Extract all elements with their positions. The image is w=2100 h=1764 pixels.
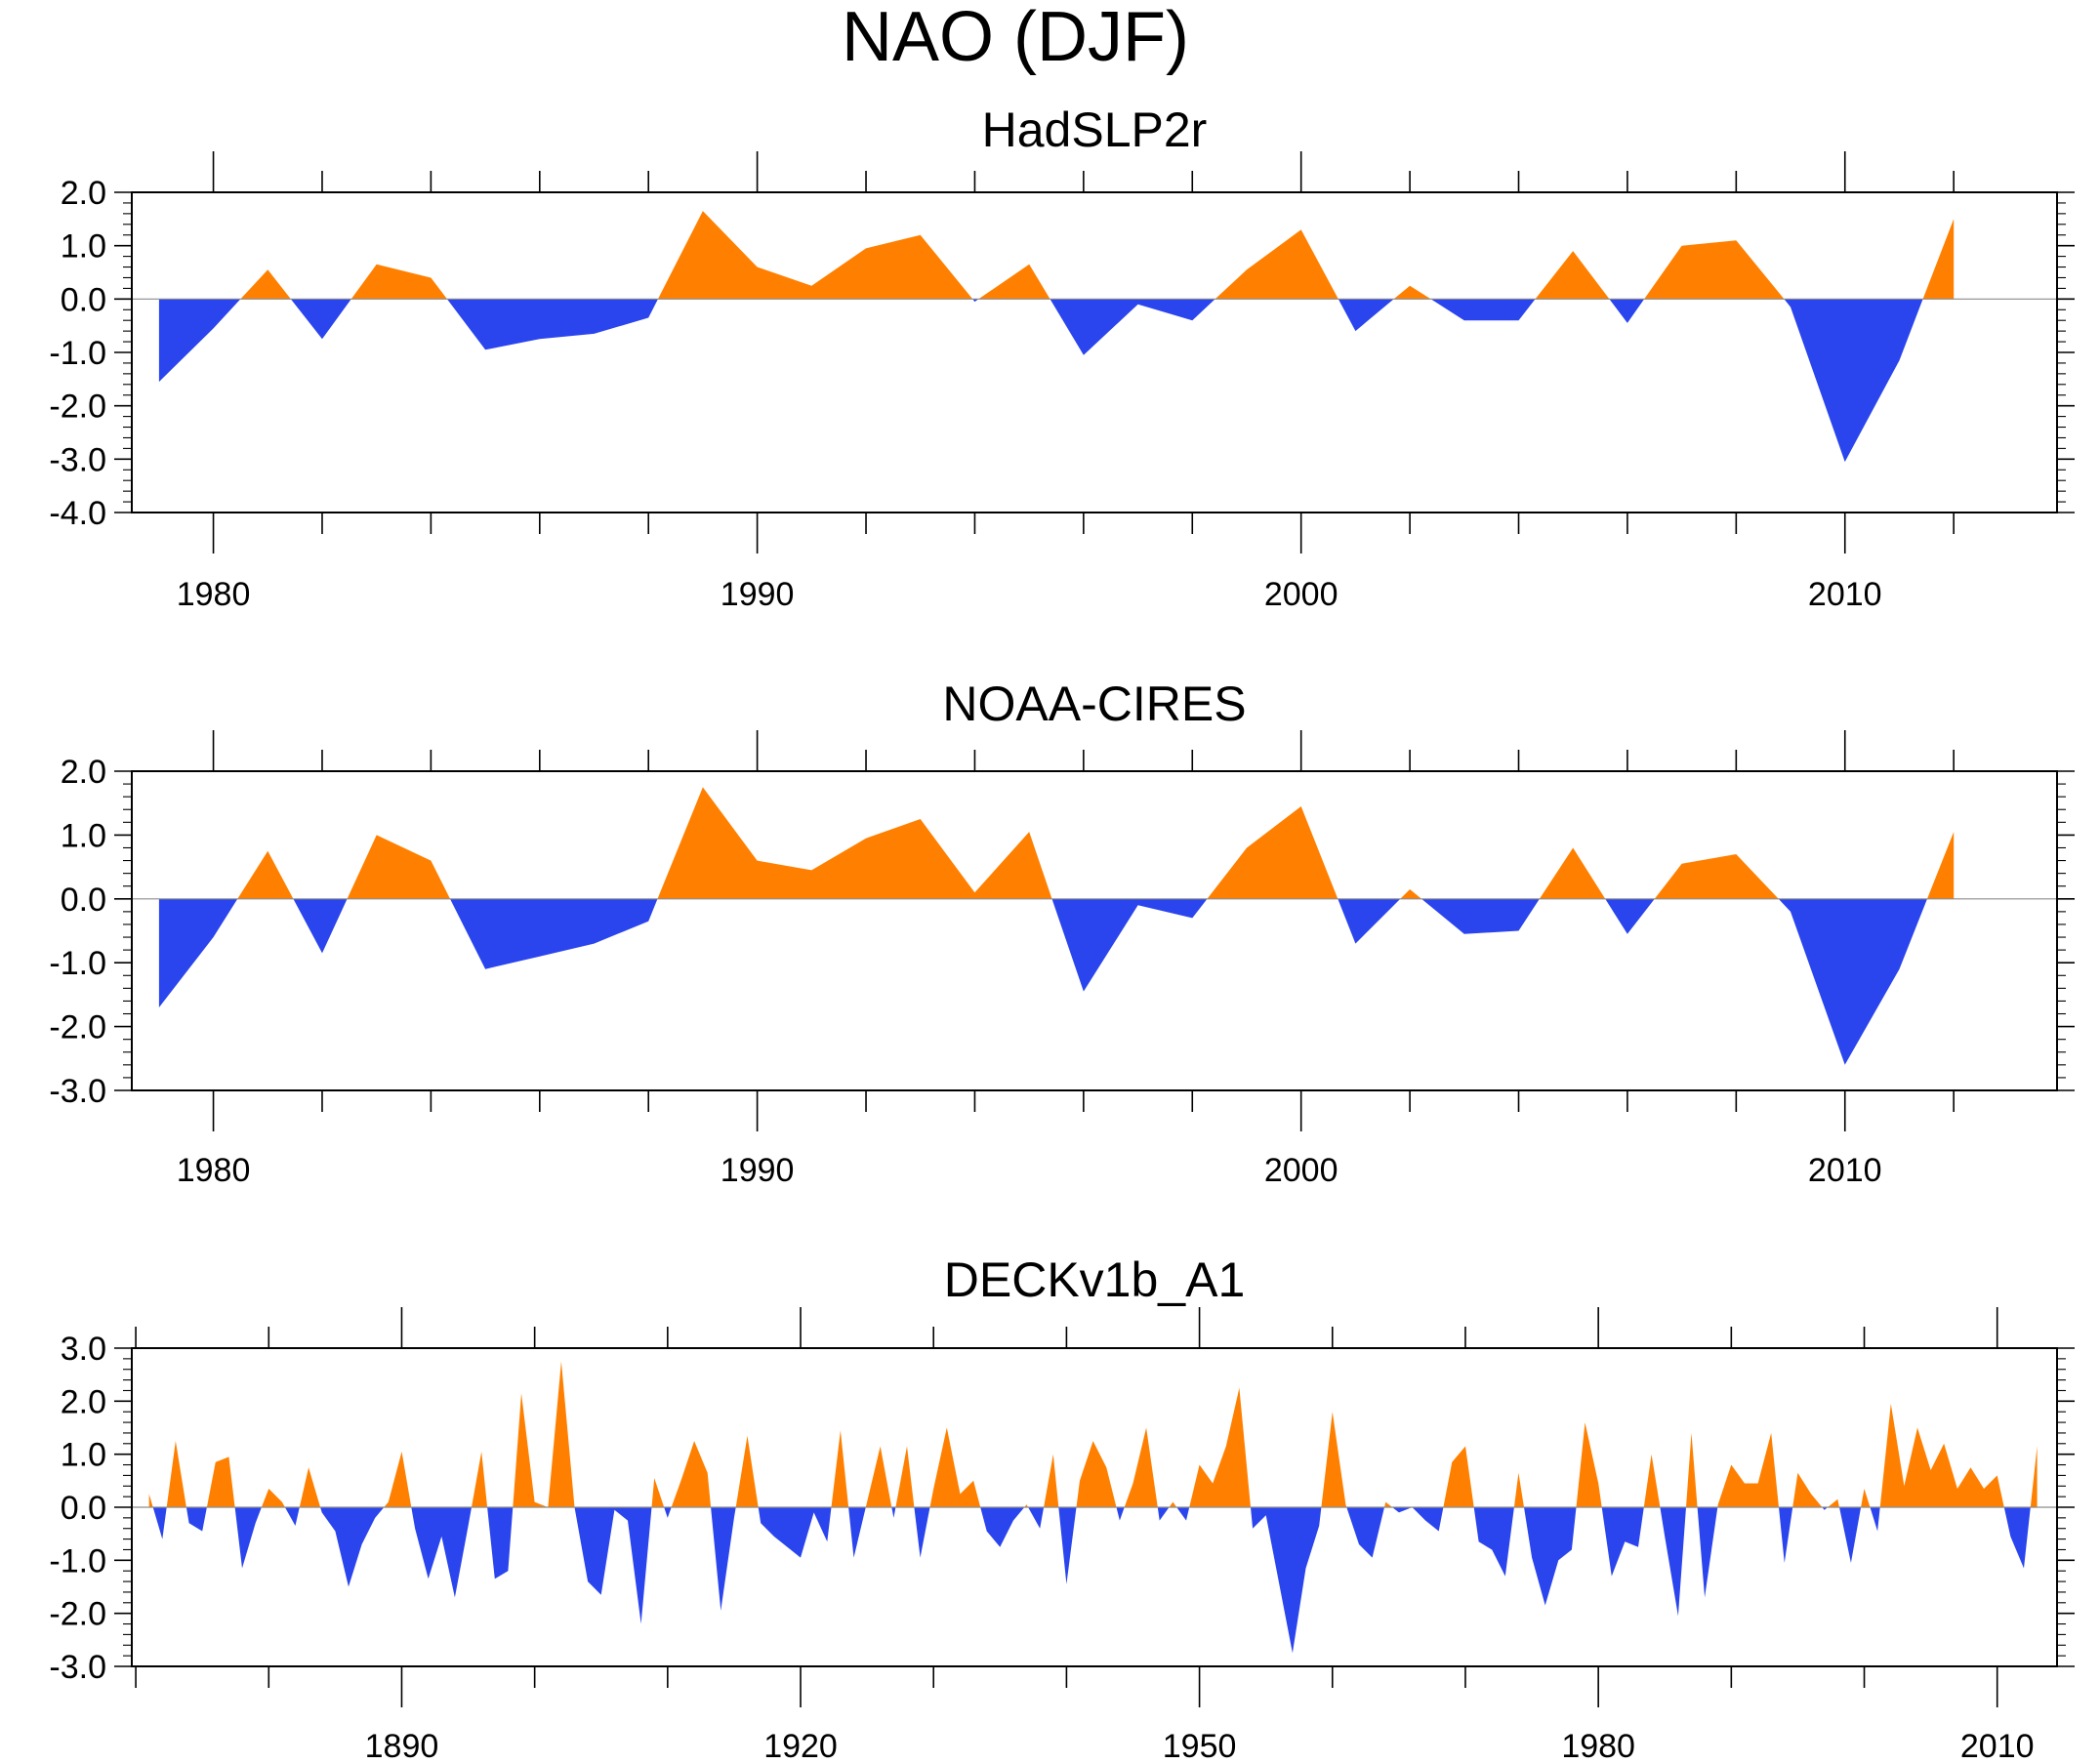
y-tick-label: -3.0 (49, 1073, 106, 1110)
x-tick-label: 2010 (1808, 1152, 1882, 1189)
negative-area (158, 299, 1955, 463)
y-tick-label: -3.0 (49, 441, 106, 478)
x-tick-label: 2010 (1960, 1728, 2035, 1764)
panel-title: NOAA-CIRES (942, 677, 1246, 731)
panel-3: DECKv1b_A1 3.0 2.0 1.0 0.0 -1.0 -2.0 -3.0 1890 19… (49, 1252, 2075, 1764)
x-tick-label: 1980 (1561, 1728, 1635, 1764)
y-tick-label: 0.0 (61, 882, 106, 919)
y-tick-label: 2.0 (61, 175, 106, 212)
chart-panels: HadSLP2r 2.0 1.0 0.0 -1.0 -2.0 -3.0 -4.0 1980 199… (49, 103, 2075, 1764)
x-tick-label: 1990 (721, 1152, 795, 1189)
panel-2: NOAA-CIRES 2.0 1.0 0.0 -1.0 -2.0 -3.0 1980 1990 2… (49, 677, 2075, 1189)
y-tick-label: 1.0 (61, 228, 106, 266)
x-tick-label: 2000 (1264, 576, 1338, 613)
negative-area (148, 1507, 2038, 1654)
y-tick-label: -4.0 (49, 495, 106, 532)
positive-area (158, 787, 1955, 899)
y-tick-label: -2.0 (49, 1009, 106, 1046)
x-tick-label: 1980 (177, 576, 251, 613)
y-tick-label: 1.0 (61, 817, 106, 854)
x-tick-label: 1890 (365, 1728, 439, 1764)
y-tick-label: 2.0 (61, 754, 106, 791)
y-tick-label: 2.0 (61, 1383, 106, 1420)
x-tick-label: 1980 (177, 1152, 251, 1189)
panel-1: HadSLP2r 2.0 1.0 0.0 -1.0 -2.0 -3.0 -4.0 1980 199… (49, 103, 2075, 613)
y-tick-label: 0.0 (61, 281, 106, 318)
y-tick-label: -1.0 (49, 945, 106, 982)
positive-area (148, 1361, 2038, 1507)
plot-frame (131, 770, 2058, 1091)
figure-title: NAO (DJF) (842, 0, 1189, 76)
positive-area (158, 211, 1955, 300)
panel-title: DECKv1b_A1 (944, 1252, 1246, 1307)
y-tick-label: -1.0 (49, 335, 106, 372)
y-tick-label: 3.0 (61, 1331, 106, 1368)
y-tick-label: -2.0 (49, 389, 106, 426)
panel-title: HadSLP2r (982, 103, 1208, 157)
y-tick-label: 1.0 (61, 1437, 106, 1474)
y-tick-label: -2.0 (49, 1596, 106, 1633)
x-tick-label: 1950 (1163, 1728, 1237, 1764)
x-tick-label: 2010 (1808, 576, 1882, 613)
x-tick-label: 2000 (1264, 1152, 1338, 1189)
x-tick-label: 1990 (721, 576, 795, 613)
plot-frame (131, 191, 2058, 513)
x-tick-label: 1920 (763, 1728, 838, 1764)
y-tick-label: -1.0 (49, 1542, 106, 1579)
negative-area (158, 898, 1955, 1065)
y-tick-label: -3.0 (49, 1649, 106, 1686)
y-tick-label: 0.0 (61, 1490, 106, 1527)
